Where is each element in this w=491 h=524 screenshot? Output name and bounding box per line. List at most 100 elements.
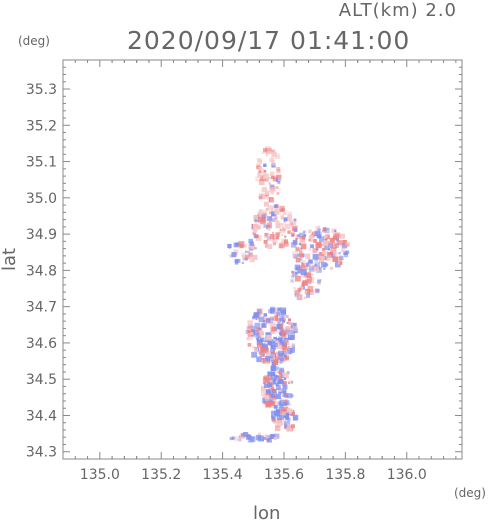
- echo-cell: [245, 258, 248, 261]
- echo-cell: [328, 242, 333, 248]
- echo-cell: [321, 262, 327, 268]
- echo-cell: [265, 389, 271, 394]
- echo-cell: [276, 415, 282, 421]
- y-tick-label: 34.6: [26, 336, 57, 352]
- echo-cell: [293, 222, 297, 225]
- altitude-label: ALT(km) 2.0: [338, 0, 457, 21]
- echo-cell: [265, 335, 272, 341]
- echo-cell: [331, 243, 337, 249]
- echo-cell: [299, 237, 306, 243]
- echo-cell: [276, 169, 281, 174]
- echo-cell: [308, 259, 313, 264]
- echo-cell: [322, 228, 326, 233]
- echo-cell: [288, 322, 292, 326]
- echo-cell: [268, 341, 273, 346]
- echo-cell: [287, 393, 293, 399]
- echo-cell: [275, 409, 280, 413]
- echo-cell: [280, 228, 286, 234]
- echo-cell: [343, 250, 348, 255]
- echo-cell: [323, 251, 329, 257]
- echo-cell: [301, 235, 306, 240]
- echo-cell: [275, 232, 280, 237]
- echo-cell: [271, 218, 276, 222]
- echo-cell: [283, 354, 287, 358]
- echo-cell: [308, 289, 314, 295]
- echo-cell: [309, 266, 315, 272]
- echo-cell: [273, 377, 277, 381]
- echo-cell: [278, 243, 284, 249]
- echo-cell: [247, 334, 254, 341]
- echo-cell: [277, 371, 281, 374]
- echo-cell: [275, 221, 281, 227]
- echo-cell: [251, 325, 256, 330]
- echo-cell: [299, 249, 303, 254]
- echo-cell: [310, 239, 314, 243]
- echo-cell: [275, 235, 280, 240]
- echo-cell: [335, 251, 338, 255]
- echo-cell: [306, 262, 311, 267]
- echo-cell: [249, 257, 255, 263]
- echo-cell: [253, 312, 260, 319]
- echo-cell: [263, 210, 267, 215]
- echo-cell: [272, 176, 278, 182]
- echo-cell: [290, 323, 294, 326]
- x-tick-label: 135.8: [325, 467, 365, 483]
- echo-cell: [287, 211, 292, 217]
- echo-cell: [303, 230, 306, 233]
- echo-cell: [282, 351, 287, 356]
- echo-cell: [291, 242, 297, 248]
- echo-cell: [279, 400, 286, 406]
- echo-cell: [287, 424, 291, 427]
- echo-cell: [248, 238, 253, 244]
- y-axis-unit: (deg): [18, 34, 50, 48]
- echo-cell: [278, 422, 283, 427]
- echo-cell: [334, 261, 341, 268]
- echo-cell: [256, 218, 259, 221]
- echo-cell: [285, 315, 289, 318]
- echo-cell: [273, 242, 277, 246]
- echo-cell: [299, 232, 305, 239]
- echo-cell: [291, 270, 294, 274]
- echo-cell: [270, 371, 276, 377]
- echo-cell: [279, 315, 283, 320]
- echo-cell: [274, 209, 280, 214]
- echo-cell: [277, 322, 280, 325]
- echo-cell: [266, 222, 272, 228]
- echo-cell: [263, 173, 269, 180]
- echo-cell: [259, 337, 265, 343]
- echo-cell: [294, 289, 301, 296]
- echo-cell: [261, 187, 268, 193]
- echo-cell: [258, 327, 261, 331]
- echo-cell: [273, 399, 277, 403]
- echo-cell: [295, 293, 301, 299]
- echo-cell: [257, 217, 263, 223]
- echo-cell: [262, 358, 268, 364]
- echo-cell: [273, 204, 277, 209]
- echo-cell: [306, 272, 312, 278]
- echo-cell: [339, 261, 343, 265]
- echo-cell: [273, 405, 278, 409]
- echo-cell: [308, 229, 312, 234]
- echo-cell: [265, 401, 272, 408]
- echo-cell: [306, 293, 311, 298]
- echo-cell: [278, 337, 283, 343]
- echo-cell: [254, 230, 257, 233]
- echo-cell: [273, 360, 278, 365]
- echo-cell: [258, 179, 265, 186]
- echo-cell: [270, 355, 274, 359]
- echo-cell: [327, 248, 331, 251]
- echo-cell: [332, 251, 338, 256]
- echo-cell: [270, 365, 276, 371]
- echo-cell: [284, 339, 288, 344]
- echo-cell: [255, 235, 262, 242]
- echo-cell: [299, 247, 303, 252]
- echo-cell: [261, 385, 267, 392]
- echo-cell: [317, 228, 321, 232]
- echo-cell: [275, 423, 279, 428]
- echo-cell: [264, 201, 269, 207]
- echo-cell: [274, 307, 277, 310]
- echo-cell: [253, 215, 259, 221]
- echo-cell: [281, 353, 285, 356]
- y-tick-label: 34.9: [26, 227, 57, 243]
- echo-cell: [284, 340, 290, 346]
